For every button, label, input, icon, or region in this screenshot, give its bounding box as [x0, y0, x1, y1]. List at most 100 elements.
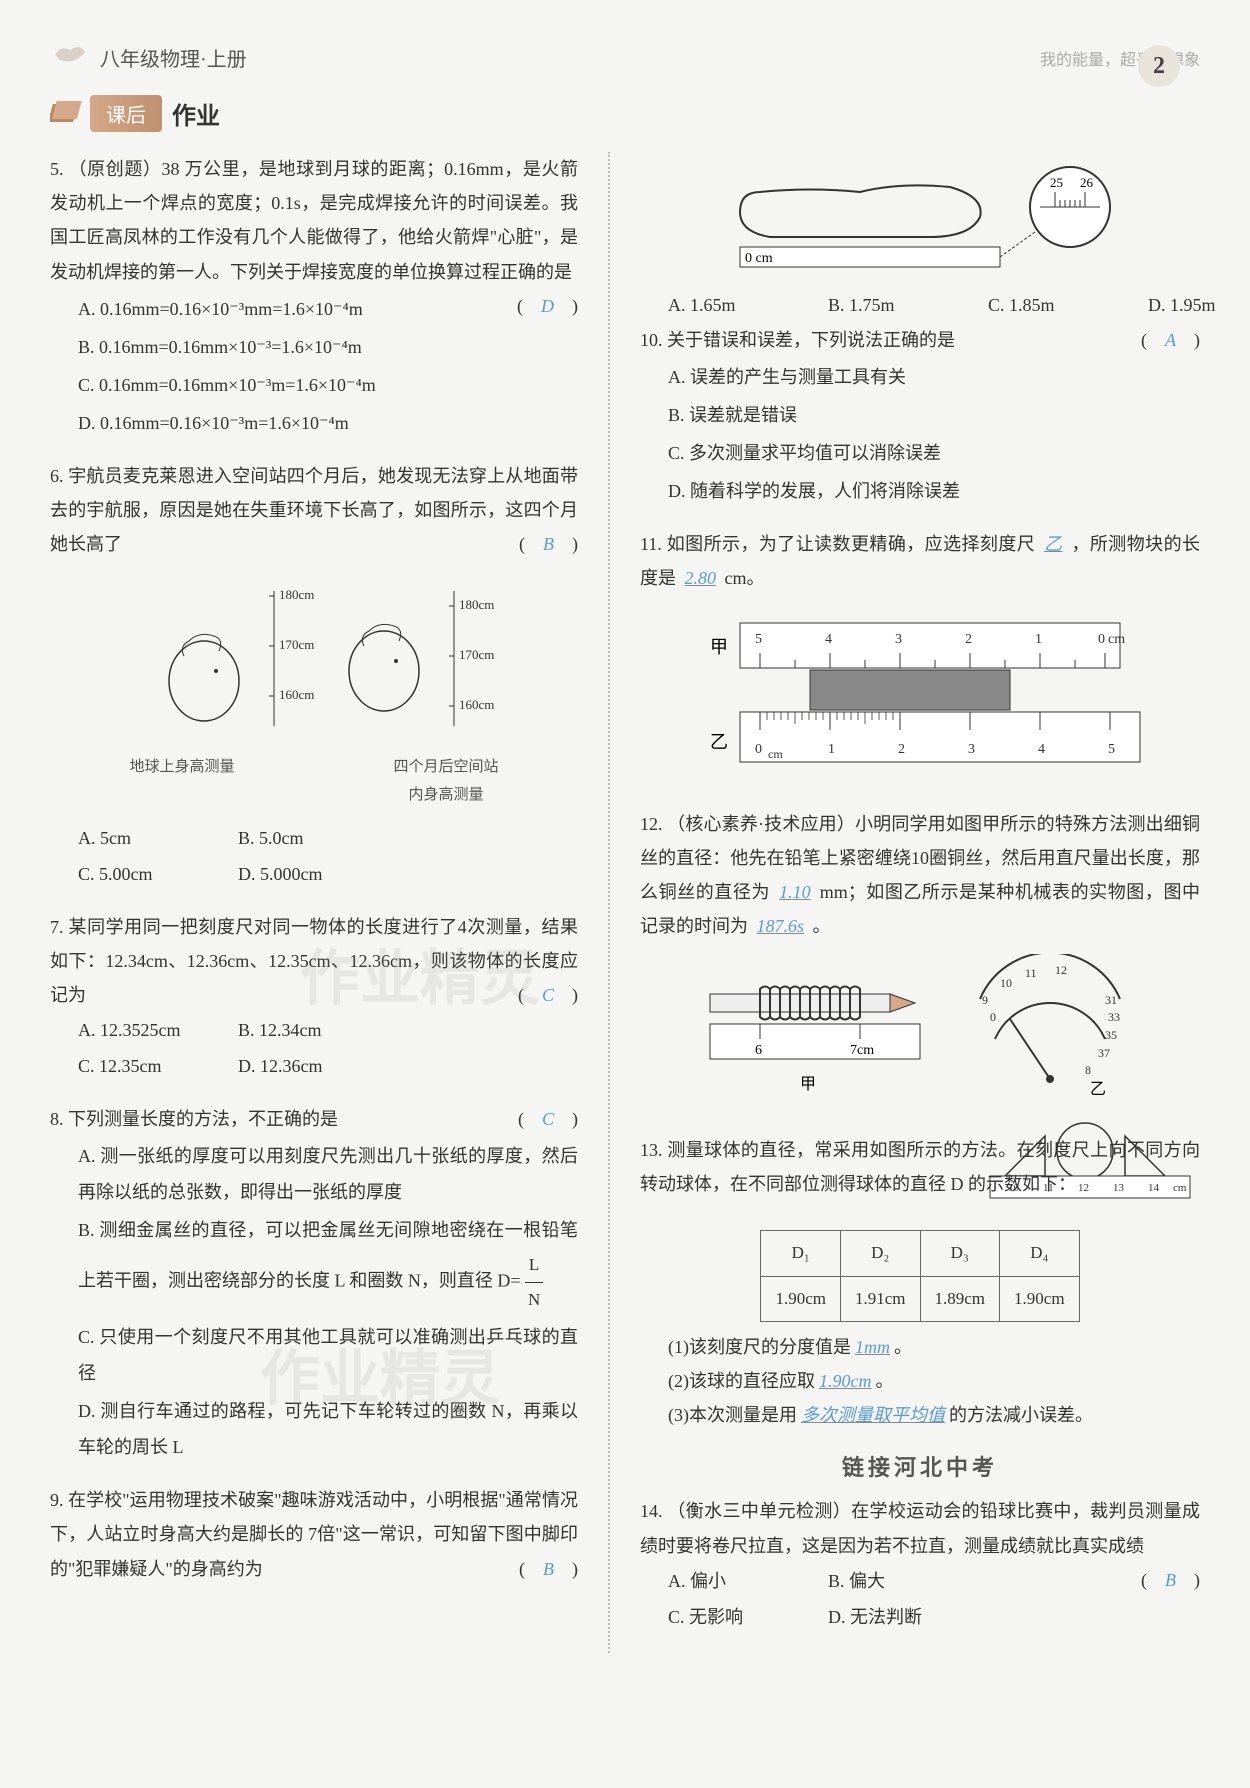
question-9: 9. 在学校"运用物理技术破案"趣味游戏活动中，小明根据"通常情况下，人站立时身…	[50, 1483, 578, 1586]
q14-answer: B	[1165, 1570, 1176, 1590]
q6-figure: 180cm 170cm 160cm 180cm 170cm 160cm	[50, 571, 578, 809]
q8-opt-b: B. 测细金属丝的直径，可以把金属丝无间隙地密绕在一根铅笔上若干圈，测出密绕部分…	[78, 1212, 578, 1317]
page-header: 八年级物理·上册 我的能量，超乎你想象	[50, 40, 1200, 75]
q14-text: （衡水三中单元检测）在学校运动会的铅球比赛中，裁判员测量成绩时要将卷尺拉直，这是…	[640, 1501, 1200, 1555]
svg-text:2: 2	[898, 742, 905, 757]
q14-opt-d: D. 无法判断	[828, 1599, 948, 1635]
right-column: 0 cm 25 26 A. 1.65m B. 1.75m C. 1.85m	[640, 152, 1200, 1653]
question-13: 13. 测量球体的直径，常采用如图所示的方法。在刻度尺上向不同方向转动球体，在不…	[640, 1133, 1200, 1433]
svg-text:甲: 甲	[800, 1076, 816, 1093]
q5-opt-a: A. 0.16mm=0.16×10⁻³mm=1.6×10⁻⁴m	[78, 291, 578, 327]
svg-text:4: 4	[1038, 742, 1045, 757]
question-10: 10. 关于错误和误差，下列说法正确的是 ( A ) A. 误差的产生与测量工具…	[640, 323, 1200, 509]
svg-text:甲: 甲	[710, 637, 728, 657]
svg-text:乙: 乙	[1090, 1081, 1106, 1098]
svg-text:6: 6	[755, 1043, 762, 1058]
header-title: 八年级物理·上册	[100, 43, 247, 72]
svg-text:乙: 乙	[710, 732, 728, 752]
q8-answer: C	[542, 1109, 554, 1129]
q12-ans-1: 1.10	[775, 882, 815, 902]
question-11: 11. 如图所示，为了让读数更精确，应选择刻度尺 乙 ，所测物块的长度是 2.8…	[640, 527, 1200, 789]
q12-ans-2: 187.6s	[753, 916, 809, 936]
svg-text:7cm: 7cm	[850, 1043, 874, 1058]
q9-figure: 0 cm 25 26	[640, 162, 1200, 277]
svg-text:0 cm: 0 cm	[745, 251, 773, 266]
svg-text:cm: cm	[1108, 632, 1125, 647]
question-6: 6. 宇航员麦克莱恩进入空间站四个月后，她发现无法穿上从地面带去的宇航服，原因是…	[50, 459, 578, 892]
svg-text:11: 11	[1025, 966, 1037, 980]
q7-opt-d: D. 12.36cm	[238, 1048, 358, 1084]
column-divider	[608, 152, 610, 1653]
decorative-icon	[50, 40, 90, 75]
q10-answer: A	[1165, 330, 1176, 350]
q6-cap-left: 地球上身高测量	[129, 753, 234, 810]
svg-text:3: 3	[968, 742, 975, 757]
svg-text:31: 31	[1105, 993, 1117, 1007]
svg-text:25: 25	[1050, 175, 1063, 190]
q13-ans2: 1.90cm	[815, 1371, 876, 1391]
q5-text: （原创题）38 万公里，是地球到月球的距离；0.16mm，是火箭发动机上一个焊点…	[50, 159, 578, 282]
svg-text:170cm: 170cm	[459, 647, 494, 662]
svg-text:4: 4	[825, 632, 832, 647]
question-14: 14. （衡水三中单元检测）在学校运动会的铅球比赛中，裁判员测量成绩时要将卷尺拉…	[640, 1494, 1200, 1634]
svg-text:35: 35	[1105, 1028, 1117, 1042]
q8-opt-c: C. 只使用一个刻度尺不用其他工具就可以准确测出乒乓球的直径	[78, 1319, 578, 1391]
q11-ans-2: 2.80	[681, 568, 721, 588]
q7-text: 某同学用同一把刻度尺对同一物体的长度进行了4次测量，结果如下：12.34cm、1…	[50, 917, 578, 1005]
svg-text:33: 33	[1108, 1010, 1120, 1024]
section-badge: 课后	[90, 95, 162, 132]
q11-figure: 甲 5 4 3 2 1 0 cm	[640, 608, 1200, 789]
q7-opt-b: B. 12.34cm	[238, 1012, 358, 1048]
svg-text:3: 3	[895, 632, 902, 647]
svg-text:14: 14	[1148, 1182, 1160, 1194]
q5-opt-b: B. 0.16mm=0.16mm×10⁻³=1.6×10⁻⁴m	[78, 329, 578, 365]
svg-text:1: 1	[1035, 632, 1042, 647]
q14-opt-a: A. 偏小	[668, 1563, 788, 1599]
q9-opt-c: C. 1.85m	[988, 287, 1108, 323]
q6-opt-d: D. 5.000cm	[238, 856, 358, 892]
svg-text:170cm: 170cm	[279, 637, 314, 652]
q10-opt-c: C. 多次测量求平均值可以消除误差	[668, 435, 1200, 471]
q6-opt-a: A. 5cm	[78, 820, 198, 856]
q9-opt-d: D. 1.95m	[1148, 287, 1250, 323]
q12-figure: 6 7cm 甲 9 10 11 12 0	[640, 954, 1200, 1115]
q10-text: 关于错误和误差，下列说法正确的是	[667, 330, 955, 350]
svg-text:180cm: 180cm	[279, 587, 314, 602]
svg-text:5: 5	[1108, 742, 1115, 757]
svg-text:2: 2	[965, 632, 972, 647]
q6-text: 宇航员麦克莱恩进入空间站四个月后，她发现无法穿上从地面带去的宇航服，原因是她在失…	[50, 466, 578, 554]
svg-text:26: 26	[1080, 175, 1094, 190]
q13-table: D₁ D₂ D₃ D₄ 1.90cm 1.91cm 1.89cm 1.90cm	[760, 1230, 1079, 1322]
question-7: 7. 某同学用同一把刻度尺对同一物体的长度进行了4次测量，结果如下：12.34c…	[50, 910, 578, 1085]
q5-opt-d: D. 0.16mm=0.16×10⁻³m=1.6×10⁻⁴m	[78, 405, 578, 441]
q5-answer: D	[541, 296, 554, 316]
q14-opt-b: B. 偏大	[828, 1563, 948, 1599]
q7-answer: C	[542, 985, 554, 1005]
page-number: 2	[1138, 45, 1180, 87]
q13-ans3: 多次测量取平均值	[797, 1405, 949, 1425]
section-text: 作业	[172, 96, 220, 131]
q13-ans1: 1mm	[851, 1337, 894, 1357]
svg-text:160cm: 160cm	[459, 697, 494, 712]
section-title: 课后 作业	[50, 95, 1200, 132]
q11-text-3: cm。	[725, 568, 765, 588]
q14-opt-c: C. 无影响	[668, 1599, 788, 1635]
q7-opt-a: A. 12.3525cm	[78, 1012, 198, 1048]
svg-text:13: 13	[1113, 1182, 1125, 1194]
q11-ans-1: 乙	[1040, 534, 1066, 554]
svg-text:12: 12	[1055, 963, 1067, 977]
question-8: 8. 下列测量长度的方法，不正确的是 ( C ) A. 测一张纸的厚度可以用刻度…	[50, 1102, 578, 1465]
svg-text:cm: cm	[1173, 1182, 1187, 1194]
svg-text:0: 0	[1098, 632, 1105, 647]
svg-text:0: 0	[755, 742, 762, 757]
svg-text:160cm: 160cm	[279, 687, 314, 702]
svg-text:37: 37	[1098, 1046, 1110, 1060]
svg-text:12: 12	[1078, 1182, 1089, 1194]
svg-text:9: 9	[982, 993, 988, 1007]
svg-text:10: 10	[1000, 976, 1012, 990]
q9-opt-a: A. 1.65m	[668, 287, 788, 323]
q6-opt-b: B. 5.0cm	[238, 820, 358, 856]
q5-opt-c: C. 0.16mm=0.16mm×10⁻³m=1.6×10⁻⁴m	[78, 367, 578, 403]
q13-figure: 10 11 12 13 14 cm	[980, 1111, 1200, 1217]
q6-answer: B	[543, 534, 554, 554]
